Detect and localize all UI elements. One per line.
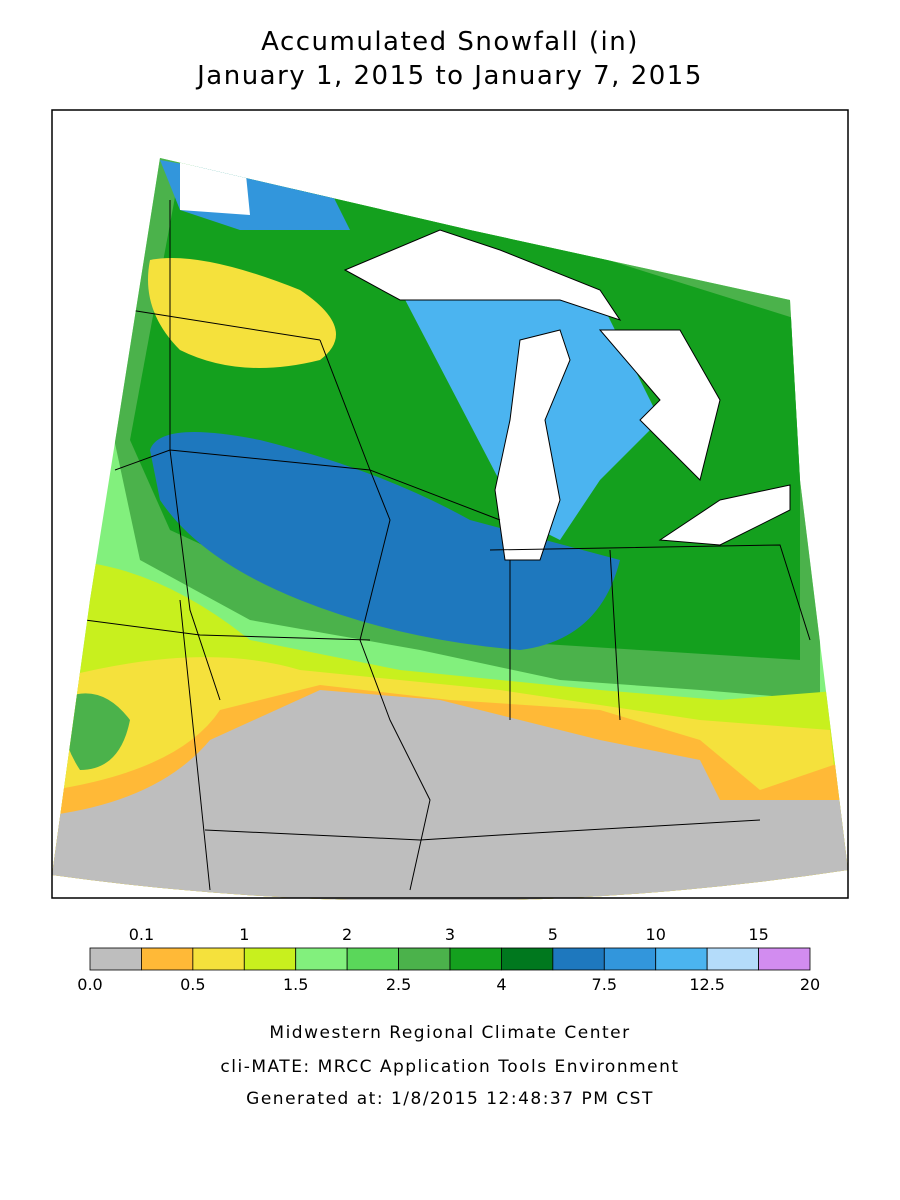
legend-swatch (603, 947, 657, 971)
legend-label: 12.5 (689, 975, 725, 994)
legend-label: 20 (800, 975, 820, 994)
legend-label: 0.0 (77, 975, 102, 994)
borders (84, 200, 811, 891)
legend-label: 3 (445, 925, 455, 944)
lake (598, 329, 721, 481)
legend-swatch (346, 947, 399, 971)
legend-label: 4 (496, 975, 506, 994)
region (180, 160, 250, 215)
legend-label: 5 (548, 925, 558, 944)
legend-swatch (295, 947, 348, 971)
legend-label: 1 (239, 925, 249, 944)
lake (343, 229, 622, 321)
legend-swatch (89, 947, 142, 971)
map-frame (51, 109, 849, 899)
legend-swatch (706, 947, 759, 971)
legend-label: 0.5 (180, 975, 205, 994)
footer-line: cli-MATE: MRCC Application Tools Environ… (220, 1057, 679, 1077)
legend-label: 2 (342, 925, 352, 944)
legend-swatch (192, 947, 245, 971)
legend-label: 7.5 (592, 975, 617, 994)
legend-swatch (758, 947, 811, 971)
legend-label: 2.5 (386, 975, 411, 994)
legend-label: 15 (748, 925, 768, 944)
map (51, 109, 849, 900)
legend: 0.0 0.1 0.5 1 1.5 2 2.5 3 4 5 7.5 10 12.5 15 20 (77, 925, 820, 994)
legend-label: 0.1 (129, 925, 154, 944)
legend-label: 1.5 (283, 975, 308, 994)
legend-swatch (501, 947, 554, 971)
legend-label: 10 (646, 925, 666, 944)
region (60, 693, 130, 770)
legend-swatch (449, 947, 502, 971)
legend-swatch (141, 947, 194, 971)
lake (494, 329, 571, 561)
footer-line: Generated at: 1/8/2015 12:48:37 PM CST (246, 1089, 654, 1109)
legend-swatch (655, 947, 708, 971)
region (52, 690, 848, 900)
legend-swatch (552, 947, 605, 971)
lake (658, 484, 791, 546)
region (148, 258, 336, 368)
map-subtitle: January 1, 2015 to January 7, 2015 (195, 61, 703, 91)
legend-swatch (398, 947, 451, 971)
map-title: Accumulated Snowfall (in) (261, 27, 639, 57)
footer-line: Midwestern Regional Climate Center (269, 1023, 630, 1043)
legend-swatch (243, 947, 297, 971)
